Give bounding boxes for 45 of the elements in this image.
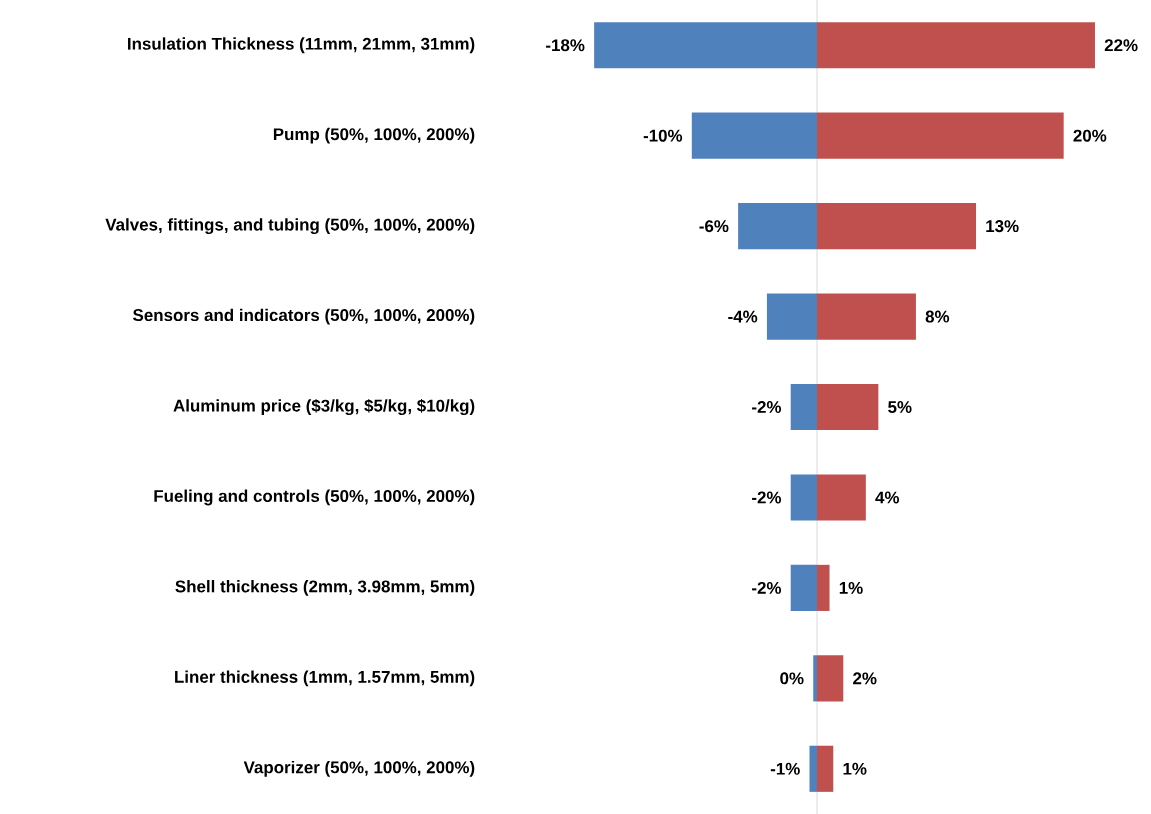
y-tick-label: Shell thickness (2mm, 3.98mm, 5mm) <box>175 580 475 596</box>
data-label: 5% <box>888 401 912 413</box>
bar <box>817 383 879 431</box>
bar <box>813 655 817 702</box>
bar <box>691 112 817 159</box>
bar <box>817 112 1064 159</box>
bar <box>766 293 817 340</box>
bar <box>817 22 1095 69</box>
data-label: 22% <box>1104 39 1138 52</box>
bar <box>594 22 817 69</box>
y-tick-label: Aluminum price ($3/kg, $5/kg, $10/kg) <box>173 398 475 416</box>
bar <box>817 293 916 340</box>
data-label: -6% <box>699 220 729 233</box>
data-label: -10% <box>643 129 683 142</box>
data-label: -2% <box>752 401 782 413</box>
data-label: -2% <box>752 581 782 594</box>
bar <box>817 564 830 611</box>
bar <box>738 203 817 250</box>
data-label: 13% <box>986 220 1019 233</box>
bar <box>790 474 817 521</box>
y-tick-label: Valves, fittings, and tubing (50%, 100%, 200%) <box>105 218 475 235</box>
y-tick-label: Liner thickness (1mm, 1.57mm, 5mm) <box>175 670 475 687</box>
bar <box>790 383 817 431</box>
bar <box>809 745 817 792</box>
y-tick-label: Sensors and indicators (50%, 100%, 200%) <box>133 308 475 325</box>
data-label: 1% <box>839 581 863 594</box>
y-tick-label: Fueling and controls (50%, 100%, 200%) <box>154 489 475 506</box>
y-tick-label: Pump (50%, 100%, 200%) <box>273 127 475 144</box>
data-label: 8% <box>925 310 950 323</box>
y-tick-label: Insulation Thickness (11mm, 21mm, 31mm) <box>128 37 475 54</box>
bar <box>790 564 817 611</box>
data-label: -18% <box>546 39 585 52</box>
y-tick-label: Vaporizer (50%, 100%, 200%) <box>243 760 475 777</box>
data-label: 4% <box>875 491 900 504</box>
bar <box>817 655 844 702</box>
data-label: -4% <box>728 310 758 323</box>
bar <box>817 745 834 792</box>
data-label: 20% <box>1073 129 1107 142</box>
data-label: 1% <box>843 762 867 775</box>
bar <box>817 474 866 521</box>
bar <box>817 203 977 250</box>
data-label: 2% <box>853 672 877 685</box>
data-label: -2% <box>752 491 782 504</box>
data-label: -1% <box>770 762 800 775</box>
data-label: 0% <box>780 672 804 685</box>
